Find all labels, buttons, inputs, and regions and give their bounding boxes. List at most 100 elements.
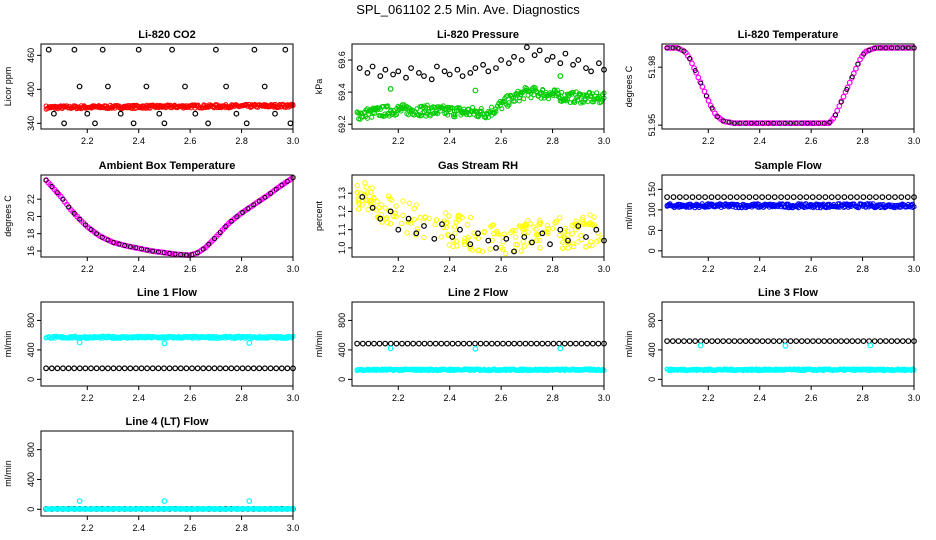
y-tick-label: 400 (337, 342, 347, 357)
data-point (390, 71, 397, 78)
data-point (421, 234, 427, 241)
data-point (369, 185, 375, 191)
y-tick-label: 800 (26, 442, 36, 457)
data-point (835, 194, 841, 201)
panel-sample: Sample Flow ml/min 2.2 2.4 2.6 2.8 3.0 0 50 100 15… (624, 160, 920, 274)
data-point (413, 230, 420, 237)
plot-frame (661, 174, 915, 258)
data-point (359, 202, 365, 208)
plot-frame (40, 430, 294, 517)
panel-line4: Line 4 (LT) Flow ml/min 2.2 2.4 2.6 2.8 3.0 0 40… (3, 416, 299, 533)
data-point (521, 243, 527, 249)
data-point (410, 340, 417, 347)
data-point (501, 231, 507, 237)
y-tick-label: 69.6 (337, 51, 347, 69)
data-point (557, 215, 563, 221)
y-axis-label: ml/min (3, 331, 13, 358)
data-point (251, 46, 258, 53)
data-point (905, 45, 911, 51)
data-point (821, 338, 828, 345)
data-point (82, 222, 88, 228)
x-tick-label: 2.4 (443, 393, 456, 403)
data-point (116, 241, 122, 247)
data-point (547, 241, 553, 248)
data-point (513, 241, 519, 248)
x-tick-label: 2.8 (856, 393, 869, 403)
y-axis-label: Licor ppm (3, 67, 13, 107)
data-point (49, 184, 55, 189)
data-point (698, 80, 704, 86)
data-point (156, 110, 163, 117)
data-point (76, 83, 83, 90)
data-point (88, 227, 94, 233)
data-point (472, 340, 478, 347)
data-point (765, 338, 771, 345)
data-layer (43, 498, 296, 512)
data-point (754, 120, 760, 126)
data-point (144, 365, 151, 372)
data-point (363, 184, 369, 190)
data-point (205, 120, 212, 127)
data-point (228, 218, 234, 224)
data-point (212, 46, 219, 53)
data-point (192, 110, 199, 117)
panel-line3: Line 3 Flow ml/min 2.2 2.4 2.6 2.8 3.0 0 400 800 (624, 287, 920, 403)
data-point (687, 55, 693, 61)
data-point (518, 248, 524, 254)
x-tick-label: 2.8 (235, 136, 248, 146)
y-tick-label: 340 (26, 116, 36, 131)
data-point (567, 340, 574, 347)
data-point (900, 45, 906, 51)
data-point (528, 340, 534, 347)
x-tick-label: 2.4 (132, 136, 145, 146)
data-point (693, 69, 700, 76)
data-point (135, 46, 142, 53)
data-point (267, 365, 274, 372)
data-point (695, 74, 702, 81)
data-point (809, 194, 816, 201)
data-point (853, 65, 859, 72)
data-point (354, 189, 360, 196)
panel-rh: Gas Stream RH percent 2.2 2.4 2.6 2.8 3.0 1.0 1.… (314, 160, 610, 274)
data-point (155, 249, 161, 255)
data-point (487, 246, 493, 252)
data-point (803, 194, 810, 201)
data-point (872, 45, 878, 51)
data-point (536, 47, 543, 54)
data-point (788, 120, 794, 126)
x-tick-label: 2.6 (805, 393, 818, 403)
panel-title: Line 2 Flow (448, 287, 508, 299)
y-tick-label: 800 (26, 313, 36, 328)
data-point (703, 338, 710, 345)
data-point (444, 219, 450, 226)
data-point (394, 112, 400, 117)
x-tick-label: 2.4 (132, 523, 145, 533)
data-point (529, 239, 535, 246)
data-point (385, 103, 391, 109)
data-point (54, 365, 61, 372)
data-point (76, 365, 83, 372)
data-layer (43, 174, 296, 259)
plot-frame (351, 301, 605, 387)
data-point (387, 208, 394, 215)
data-point (784, 194, 791, 201)
x-tick-label: 3.0 (287, 264, 300, 274)
data-point (432, 221, 438, 228)
data-point (705, 97, 712, 104)
data-point (771, 194, 778, 201)
data-point (533, 226, 539, 232)
data-point (54, 190, 60, 196)
data-point (899, 338, 906, 345)
data-point (494, 228, 500, 235)
x-tick-label: 3.0 (598, 264, 611, 274)
y-tick-label: 800 (647, 313, 657, 328)
data-point (505, 93, 511, 99)
data-point (457, 226, 463, 233)
data-point (732, 120, 737, 126)
data-point (155, 365, 162, 372)
data-point (675, 338, 682, 345)
data-point (509, 228, 516, 234)
y-tick-label: 400 (26, 342, 36, 357)
data-point (664, 338, 670, 345)
data-point (408, 65, 415, 71)
